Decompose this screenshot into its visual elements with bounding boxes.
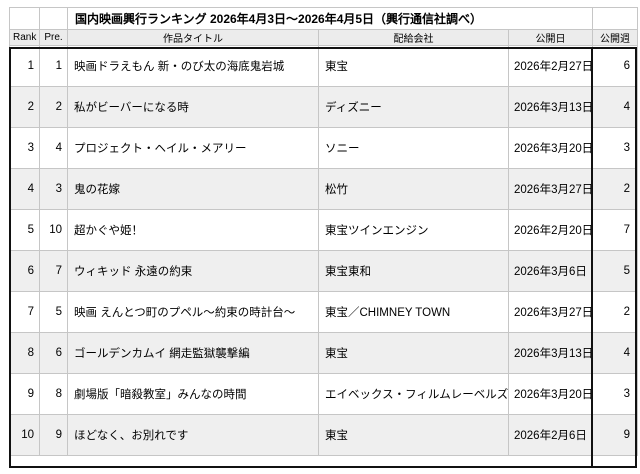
cell-prev[interactable]: 7 — [39, 250, 68, 292]
cell-title[interactable]: 映画ドラえもん 新・のび太の海底鬼岩城 — [67, 45, 319, 87]
column-header-prev[interactable]: Pre. — [39, 29, 68, 46]
table-row: 7 5 映画 えんとつ町のプペル～約束の時計台～ 東宝／CHIMNEY TOWN… — [9, 291, 639, 333]
cell-release-date[interactable]: 2026年2月20日 — [507, 209, 594, 251]
cell-weeks[interactable]: 4 — [592, 332, 639, 374]
cell-prev[interactable]: 9 — [39, 414, 68, 456]
cell-title[interactable]: 超かぐや姫！ — [67, 209, 319, 251]
cell-distributor[interactable]: 松竹 — [318, 168, 509, 210]
cell-weeks[interactable]: 9 — [592, 414, 639, 456]
cell-rank[interactable]: 8 — [9, 332, 40, 374]
cell-weeks[interactable]: 3 — [592, 127, 639, 169]
column-header-weeks[interactable]: 公開週 — [592, 29, 639, 46]
cell-release-date[interactable]: 2026年2月6日 — [507, 414, 594, 456]
cell-prev[interactable]: 6 — [39, 332, 68, 374]
table-row: 2 2 私がビーバーになる時 ディズニー 2026年3月13日 4 — [9, 86, 639, 128]
cell-distributor[interactable]: 東宝 — [318, 45, 509, 87]
cell-rank[interactable]: 3 — [9, 127, 40, 169]
cell-rank[interactable]: 6 — [9, 250, 40, 292]
cell-distributor[interactable]: ディズニー — [318, 86, 509, 128]
cell-prev[interactable]: 10 — [39, 209, 68, 251]
cell-release-date[interactable]: 2026年2月27日 — [507, 45, 594, 87]
cell-prev[interactable]: 2 — [39, 86, 68, 128]
cell-distributor[interactable]: 東宝 — [318, 414, 509, 456]
table-row: 6 7 ウィキッド 永遠の約束 東宝東和 2026年3月6日 5 — [9, 250, 639, 292]
cell-rank[interactable]: 2 — [9, 86, 40, 128]
cell-distributor[interactable]: 東宝／CHIMNEY TOWN — [318, 291, 509, 333]
cell-title[interactable]: ウィキッド 永遠の約束 — [67, 250, 319, 292]
cell-release-date[interactable]: 2026年3月27日 — [507, 168, 594, 210]
header-row: Rank Pre. 作品タイトル 配給会社 公開日 公開週 — [9, 29, 639, 46]
cell-rank[interactable]: 4 — [9, 168, 40, 210]
cell-distributor[interactable]: 東宝東和 — [318, 250, 509, 292]
cell-rank[interactable]: 7 — [9, 291, 40, 333]
cell-title[interactable]: ゴールデンカムイ 網走監獄襲撃編 — [67, 332, 319, 374]
table-title-row: 国内映画興行ランキング 2026年4月3日～2026年4月5日（興行通信社調べ） — [9, 7, 639, 30]
cell-title[interactable]: 私がビーバーになる時 — [67, 86, 319, 128]
table-row: 1 1 映画ドラえもん 新・のび太の海底鬼岩城 東宝 2026年2月27日 6 — [9, 45, 639, 87]
column-header-release-date[interactable]: 公開日 — [507, 29, 594, 46]
table-row: 3 4 プロジェクト・ヘイル・メアリー ソニー 2026年3月20日 3 — [9, 127, 639, 169]
cell-weeks[interactable]: 6 — [592, 45, 639, 87]
cell-weeks[interactable]: 2 — [592, 291, 639, 333]
cell-weeks[interactable]: 4 — [592, 86, 639, 128]
cell-release-date[interactable]: 2026年3月20日 — [507, 127, 594, 169]
cell-distributor[interactable]: ソニー — [318, 127, 509, 169]
cell-prev[interactable]: 3 — [39, 168, 68, 210]
title-row-empty-cell[interactable] — [39, 7, 68, 30]
cell-prev[interactable]: 1 — [39, 45, 68, 87]
ranking-table: 国内映画興行ランキング 2026年4月3日～2026年4月5日（興行通信社調べ）… — [9, 7, 639, 468]
cell-release-date[interactable]: 2026年3月13日 — [507, 332, 594, 374]
cell-rank[interactable]: 5 — [9, 209, 40, 251]
cell-weeks[interactable]: 2 — [592, 168, 639, 210]
column-header-title[interactable]: 作品タイトル — [67, 29, 319, 46]
cell-rank[interactable]: 9 — [9, 373, 40, 415]
table-row: 4 3 鬼の花嫁 松竹 2026年3月27日 2 — [9, 168, 639, 210]
cell-distributor[interactable]: エイベックス・フィルムレーベルズ — [318, 373, 509, 415]
title-row-empty-cell[interactable] — [9, 7, 40, 30]
cell-title[interactable]: ほどなく、お別れです — [67, 414, 319, 456]
cell-prev[interactable]: 4 — [39, 127, 68, 169]
table-row: 8 6 ゴールデンカムイ 網走監獄襲撃編 東宝 2026年3月13日 4 — [9, 332, 639, 374]
cell-weeks[interactable]: 7 — [592, 209, 639, 251]
column-header-rank[interactable]: Rank — [9, 29, 40, 46]
cell-title[interactable]: 劇場版「暗殺教室」みんなの時間 — [67, 373, 319, 415]
cell-rank[interactable]: 10 — [9, 414, 40, 456]
cell-weeks[interactable]: 5 — [592, 250, 639, 292]
column-header-distributor[interactable]: 配給会社 — [318, 29, 509, 46]
cell-distributor[interactable]: 東宝ツインエンジン — [318, 209, 509, 251]
cell-release-date[interactable]: 2026年3月27日 — [507, 291, 594, 333]
cell-prev[interactable]: 8 — [39, 373, 68, 415]
cell-weeks[interactable]: 3 — [592, 373, 639, 415]
cell-title[interactable]: プロジェクト・ヘイル・メアリー — [67, 127, 319, 169]
ranking-table-grid: 国内映画興行ランキング 2026年4月3日～2026年4月5日（興行通信社調べ）… — [9, 7, 639, 456]
cell-rank[interactable]: 1 — [9, 45, 40, 87]
cell-title[interactable]: 鬼の花嫁 — [67, 168, 319, 210]
cell-release-date[interactable]: 2026年3月6日 — [507, 250, 594, 292]
cell-release-date[interactable]: 2026年3月13日 — [507, 86, 594, 128]
table-title[interactable]: 国内映画興行ランキング 2026年4月3日～2026年4月5日（興行通信社調べ） — [66, 7, 594, 30]
table-row: 10 9 ほどなく、お別れです 東宝 2026年2月6日 9 — [9, 414, 639, 456]
title-row-empty-cell[interactable] — [592, 7, 639, 30]
cell-distributor[interactable]: 東宝 — [318, 332, 509, 374]
cell-title[interactable]: 映画 えんとつ町のプペル～約束の時計台～ — [67, 291, 319, 333]
cell-prev[interactable]: 5 — [39, 291, 68, 333]
cell-release-date[interactable]: 2026年3月20日 — [507, 373, 594, 415]
table-row: 9 8 劇場版「暗殺教室」みんなの時間 エイベックス・フィルムレーベルズ 202… — [9, 373, 639, 415]
table-row: 5 10 超かぐや姫！ 東宝ツインエンジン 2026年2月20日 7 — [9, 209, 639, 251]
